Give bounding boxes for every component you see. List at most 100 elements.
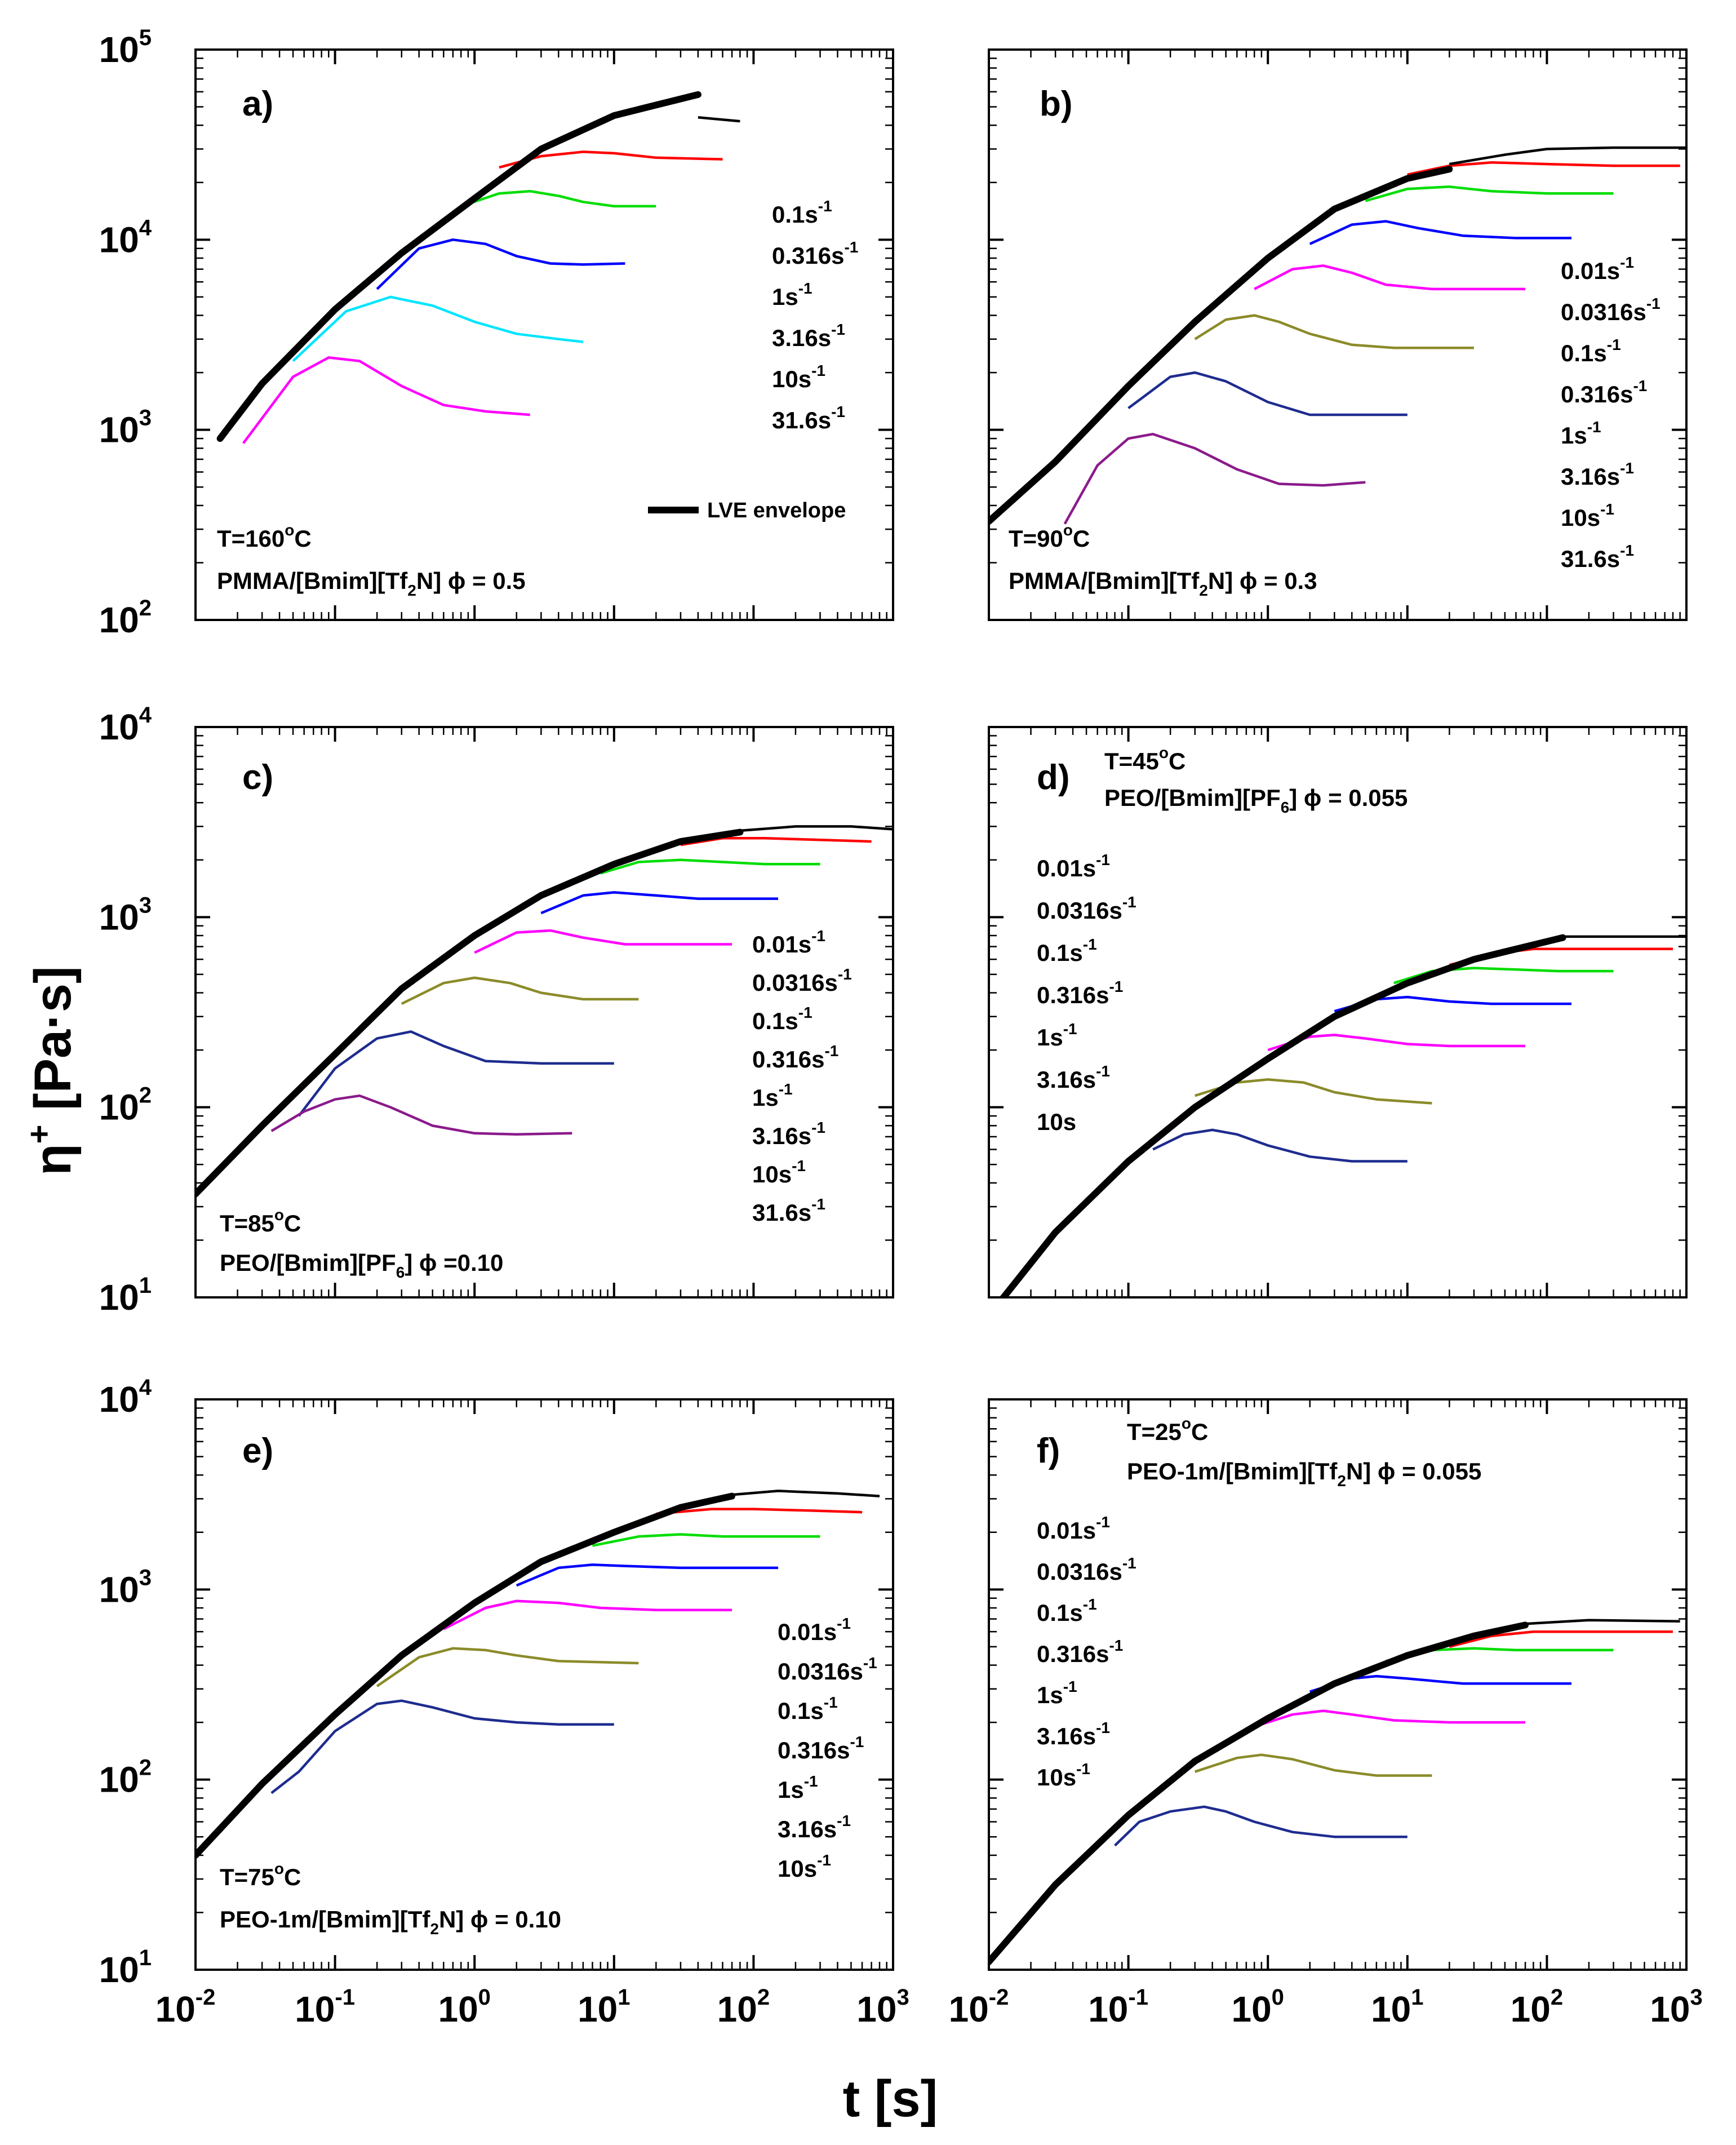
rate-exponent: -1	[1109, 1637, 1123, 1654]
rate-exponent: -1	[1083, 1596, 1097, 1613]
rate-exponent: -1	[1607, 336, 1621, 353]
plot-frame	[194, 1398, 894, 1971]
x-tick-label: 102	[1511, 1985, 1563, 2029]
series-line-1s-1	[401, 976, 639, 1005]
rate-exponent: -1	[1109, 978, 1123, 995]
series-line-3.16s-1	[1152, 1128, 1408, 1163]
rate-label: 10s	[1037, 1109, 1076, 1135]
series-line-3.16s-1	[1127, 371, 1408, 416]
rate-exponent: -1	[1122, 893, 1136, 911]
series-line-0.0316s-1	[592, 1533, 820, 1547]
rate-exponent: -1	[1063, 1678, 1077, 1695]
rate-exponent: -1	[1620, 254, 1634, 271]
rate-exponent: -1	[844, 238, 858, 256]
tick-base: 10	[856, 1989, 896, 2029]
rate-label: 0.316s-1	[1037, 978, 1123, 1008]
temperature-label: T=160oC	[217, 521, 312, 552]
ticks	[194, 726, 894, 1298]
y-tick-label: 102	[99, 1756, 152, 1800]
tick-base: 10	[578, 1989, 618, 2029]
rate-exponent: -1	[1633, 377, 1647, 395]
sample-label: PEO/[Bmim][PF6] ϕ =0.10	[220, 1249, 503, 1281]
rate-value: 0.0316s	[778, 1658, 863, 1685]
rate-value: 10s	[778, 1855, 817, 1882]
x-tick-label: 102	[717, 1985, 770, 2029]
tick-base: 10	[99, 1379, 139, 1420]
rate-exponent: -1	[1096, 851, 1110, 868]
temperature-label: T=25oC	[1127, 1415, 1208, 1445]
x-tick-label: 100	[438, 1985, 490, 2029]
series-line-3.16s-1	[1114, 1805, 1408, 1847]
tick-base: 10	[99, 219, 139, 260]
rate-exponent: -1	[818, 197, 832, 215]
rate-exponent: -1	[1587, 418, 1601, 436]
rate-label: 0.1s-1	[752, 1004, 812, 1034]
ticks	[988, 1398, 1688, 1971]
lve-envelope-line	[196, 1492, 735, 1859]
rate-value: 1s	[1561, 422, 1587, 449]
rate-exponent: -1	[837, 1812, 851, 1829]
series-line-0.316s-1	[460, 189, 656, 208]
tick-base: 10	[949, 1989, 989, 2029]
series-line-0.0316s-1	[600, 858, 820, 875]
tick-exponent: 3	[139, 406, 152, 431]
series-group	[989, 1619, 1680, 1965]
series-line-0.1s-1	[1309, 220, 1571, 245]
rate-value: 0.01s	[1561, 258, 1620, 284]
sample-suffix: ] ϕ =0.10	[405, 1249, 503, 1276]
tick-exponent: 3	[1690, 1985, 1702, 2010]
rate-exponent: -1	[1620, 542, 1634, 559]
tick-exponent: -2	[989, 1985, 1009, 2010]
temperature-label: T=75oC	[220, 1860, 301, 1890]
temperature-value: T=90	[1009, 525, 1063, 552]
x-tick-label: 101	[1371, 1985, 1423, 2029]
series-line-1s-1	[1194, 314, 1474, 349]
rate-value: 10s	[1561, 504, 1600, 531]
tick-exponent: 2	[139, 596, 152, 621]
ticks	[988, 726, 1688, 1298]
x-tick-label: 103	[856, 1985, 909, 2029]
y-tick-label: 102	[99, 1083, 152, 1128]
series-line-10s-1	[270, 1094, 572, 1136]
tick-base: 10	[99, 1949, 139, 1990]
rate-label: 0.01s-1	[1037, 1513, 1110, 1544]
sample-label: PEO/[Bmim][PF6] ϕ = 0.055	[1104, 785, 1408, 816]
rate-label: 0.316s-1	[778, 1733, 864, 1763]
sample-label: PMMA/[Bmim][Tf2N] ϕ = 0.3	[1009, 568, 1317, 599]
rate-exponent: -1	[1063, 1020, 1077, 1038]
steady-shear-tail	[740, 825, 893, 832]
series-group	[999, 934, 1686, 1297]
rate-value: 0.1s	[1037, 939, 1083, 966]
degree-mark: o	[1063, 521, 1073, 539]
tick-base: 10	[1650, 1989, 1690, 2029]
rate-label: 0.1s-1	[1561, 336, 1621, 366]
x-tick-label: 10-1	[295, 1985, 355, 2029]
plot-frame	[988, 48, 1688, 621]
series-group	[196, 1490, 880, 1859]
rate-value: 0.01s	[778, 1619, 837, 1645]
y-tick-label: 103	[99, 893, 152, 937]
rate-exponent: -1	[850, 1733, 864, 1750]
lve-envelope-line	[989, 1621, 1529, 1965]
series-line-3.16s-1	[270, 1699, 614, 1794]
rate-label: 0.01s-1	[1561, 254, 1634, 284]
rate-exponent: -1	[1083, 936, 1097, 953]
rate-value: 10s	[752, 1161, 792, 1187]
rate-value: 3.16s	[1037, 1066, 1096, 1093]
legend: LVE envelope	[648, 499, 846, 522]
rate-exponent: -1	[1600, 500, 1614, 518]
rate-value: 10s	[772, 366, 811, 392]
rate-label: 0.316s-1	[1561, 377, 1647, 407]
rate-value: 1s	[752, 1084, 779, 1111]
series-line-0.0316s-1	[1365, 185, 1614, 202]
rate-exponent: -1	[831, 403, 845, 420]
rate-label: 3.16s-1	[778, 1812, 851, 1842]
rate-exponent: -1	[811, 927, 825, 945]
sample-prefix: PEO/[Bmim][PF	[1104, 785, 1281, 811]
panel-label: c)	[242, 758, 273, 797]
degree-mark: o	[274, 1206, 284, 1224]
rate-label: 0.0316s-1	[1037, 893, 1136, 924]
series-line-3.16s-1	[298, 1030, 614, 1117]
rate-exponent: -1	[824, 1042, 838, 1060]
rate-label: 3.16s-1	[752, 1119, 825, 1149]
